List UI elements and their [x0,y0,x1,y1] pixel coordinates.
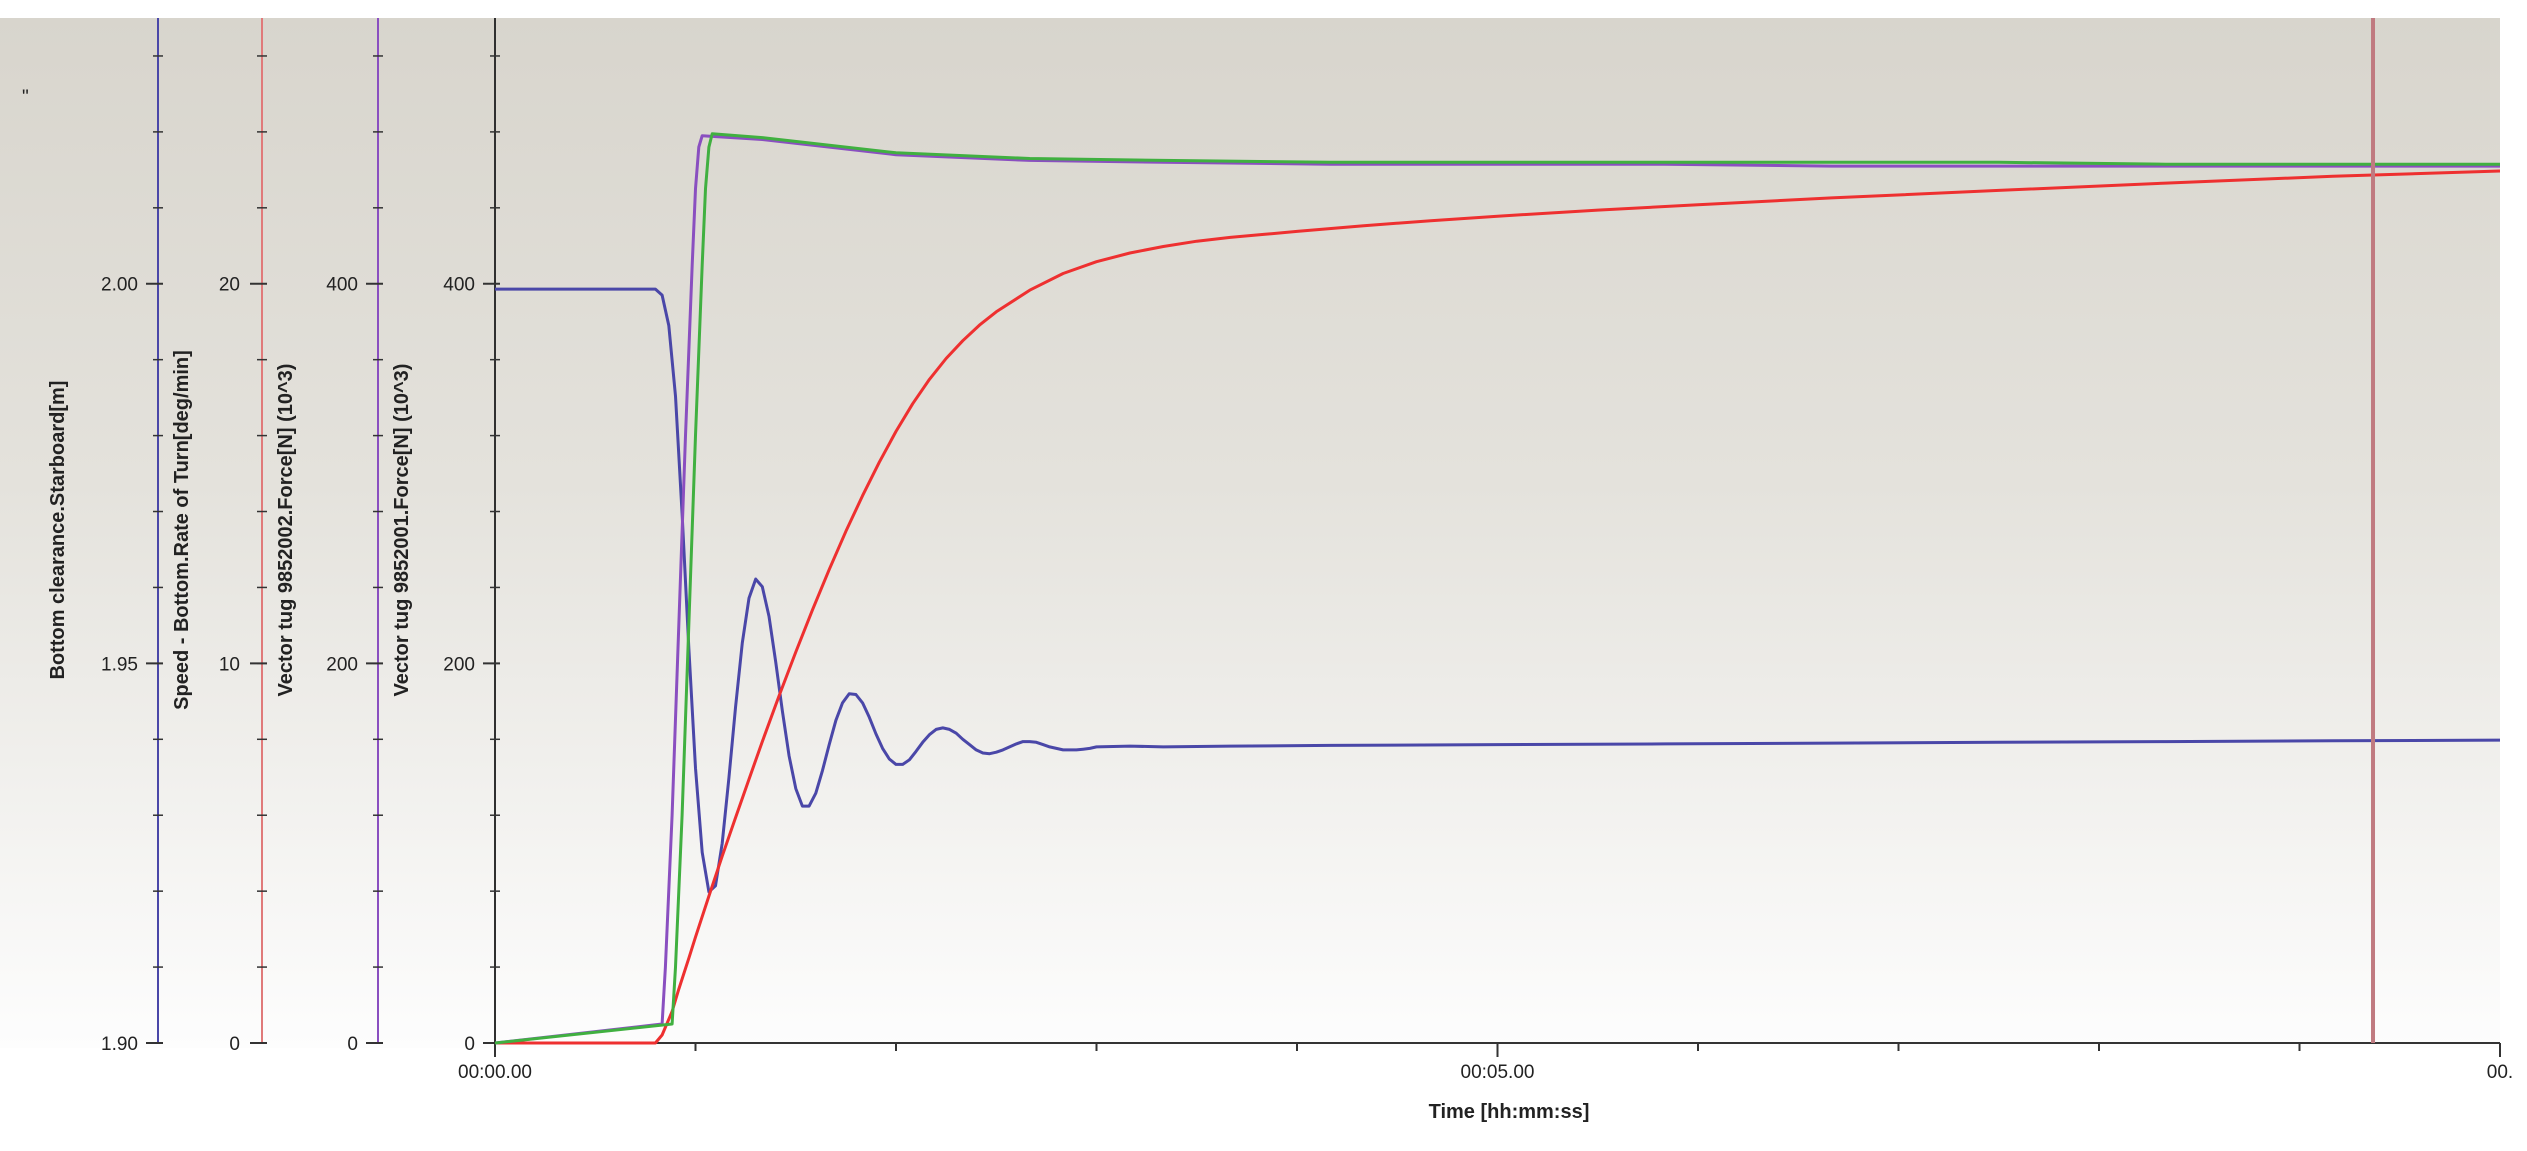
y-axis-3: 0 200 400 Vector tug 9852002.Force[N] (10^3… [275,18,383,1055]
y-tick-label: 0 [464,1034,475,1055]
x-axis-title: Time [hh:mm:ss] [1429,1101,1590,1123]
y-tick-label: 0 [347,1034,358,1055]
x-tick-label: 00:00.00 [458,1062,532,1083]
x-axis: 00:00.00 00:05.00 00. Time [hh:mm:ss] [458,1042,2513,1123]
y-tick-label: 2.00 [101,275,138,296]
y-axis-title: Vector tug 9852001.Force[N] (10^3) [391,364,413,697]
series-4-line [495,132,2500,1045]
y-axis-2: 0 10 20 Speed - Bottom.Rate of Turn[deg/min… [171,18,267,1055]
stray-mark: " [22,87,29,108]
x-tick-label: 00:05.00 [1461,1062,1535,1083]
series-3-line [495,134,2500,1045]
y-tick-label: 200 [326,654,358,675]
x-tick-label: 00. [2487,1062,2513,1083]
y-tick-label: 400 [326,275,358,296]
y-tick-label: 200 [443,654,475,675]
y-tick-label: 400 [443,275,475,296]
y-tick-label: 1.95 [101,654,138,675]
y-axis-title: Speed - Bottom.Rate of Turn[deg/min] [171,350,193,710]
y-axis-title: Bottom clearance.Starboard[m] [47,381,69,680]
y-tick-label: 20 [219,275,240,296]
y-tick-label: 10 [219,654,240,675]
plot-area [495,18,2500,1045]
y-axes: 1.90 1.95 2.00 Bottom clearance.Starboard[m… [47,18,500,1055]
y-tick-label: 1.90 [101,1034,138,1055]
series-1-line [495,287,2500,894]
y-axis-title: Vector tug 9852002.Force[N] (10^3) [275,364,297,697]
y-axis-1: 1.90 1.95 2.00 Bottom clearance.Starboard[m… [47,18,163,1055]
y-axis-4: 0 200 400 Vector tug 9852001.Force[N] (10^3… [391,18,500,1055]
series-2-line [495,169,2500,1045]
plot-background [0,18,2500,1048]
y-tick-label: 0 [229,1034,240,1055]
